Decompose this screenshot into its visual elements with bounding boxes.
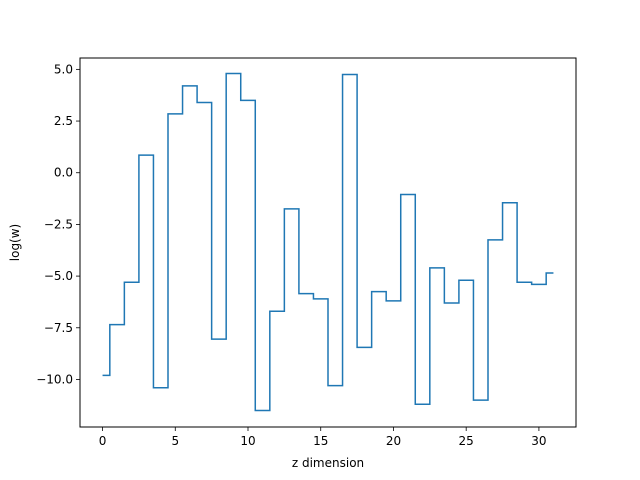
x-tick-label: 15 [313,434,328,448]
y-tick-label: −2.5 [44,217,73,231]
x-tick-label: 25 [459,434,474,448]
y-axis-ticks: −10.0 −7.5 −5.0 −2.5 0.0 2.5 5.0 [36,62,80,386]
x-axis-ticks: 0 5 10 15 20 25 30 [99,427,547,448]
series-line-0 [102,72,554,412]
y-tick-label: 2.5 [54,114,73,128]
y-tick-label: 0.0 [54,166,73,180]
x-tick-label: 30 [531,434,546,448]
plot-area [102,72,554,412]
x-tick-label: 0 [99,434,107,448]
y-axis-label: log(w) [8,224,22,261]
y-tick-label: −7.5 [44,321,73,335]
x-tick-label: 5 [171,434,179,448]
x-tick-label: 10 [240,434,255,448]
y-tick-label: −5.0 [44,269,73,283]
x-axis-label: z dimension [292,456,364,470]
x-tick-label: 20 [386,434,401,448]
y-tick-label: 5.0 [54,62,73,76]
y-tick-label: −10.0 [36,372,73,386]
axes-frame [79,57,577,428]
